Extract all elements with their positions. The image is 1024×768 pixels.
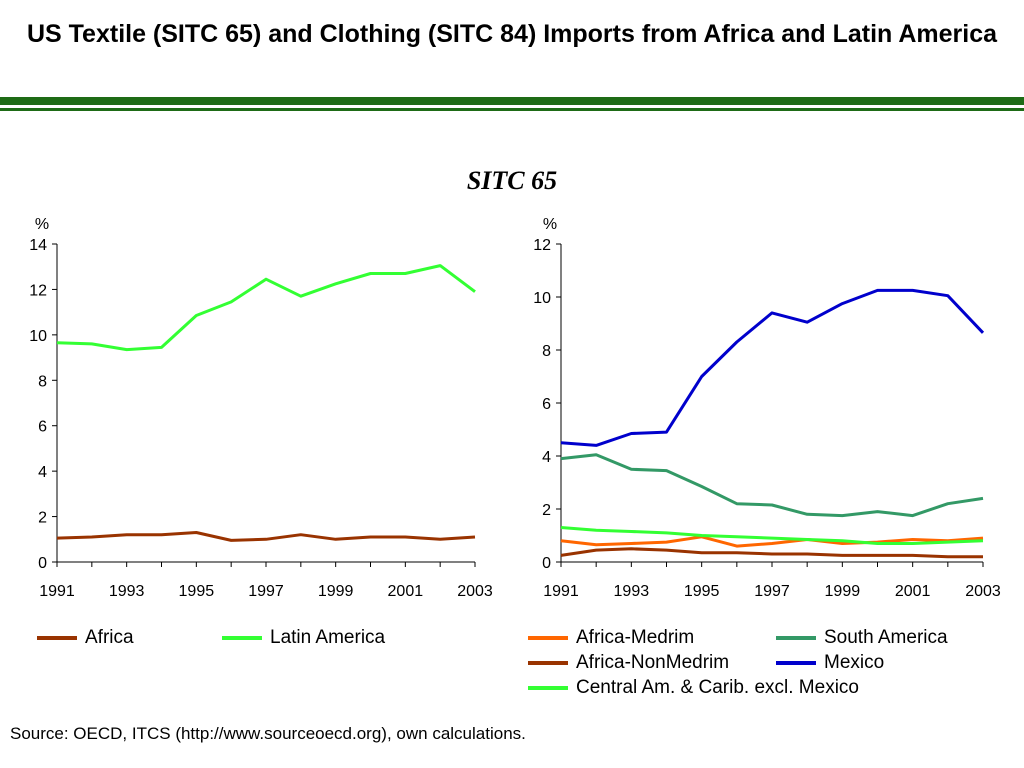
- legend-swatch: [528, 636, 568, 640]
- legend-label: Central Am. & Carib. excl. Mexico: [576, 677, 859, 698]
- x-tick-label: 2003: [965, 583, 1001, 600]
- x-tick-label: 2001: [895, 583, 931, 600]
- series-line-africa-nonmedrim: [560, 547, 983, 559]
- legend-swatch: [776, 661, 816, 665]
- y-axis-label: %: [35, 216, 49, 233]
- y-tick-label: 10: [29, 328, 47, 345]
- y-tick-label: 12: [29, 282, 47, 299]
- x-tick-label: 1993: [614, 583, 650, 600]
- x-tick-label: 1999: [318, 583, 354, 600]
- legend-swatch: [528, 661, 568, 665]
- legend-label: South America: [824, 627, 948, 648]
- x-tick-label: 2003: [457, 583, 493, 600]
- legend-label: Africa-Medrim: [576, 627, 695, 648]
- series-line-central-am-carib-excl-mexico: [560, 526, 984, 545]
- y-tick-label: 4: [542, 449, 551, 466]
- series-line-africa: [56, 531, 476, 542]
- chart-subtitle: SITC 65: [466, 166, 558, 195]
- legend-label: Africa: [85, 627, 134, 648]
- legend-label: Africa-NonMedrim: [576, 652, 730, 673]
- legend-swatch: [528, 686, 568, 690]
- x-tick-label: 1991: [543, 583, 579, 600]
- y-tick-label: 8: [542, 343, 551, 360]
- x-tick-label: 1995: [684, 583, 720, 600]
- y-tick-label: 4: [38, 464, 47, 481]
- x-tick-label: 1997: [754, 583, 790, 600]
- x-tick-label: 1997: [248, 583, 284, 600]
- y-tick-label: 0: [38, 555, 47, 572]
- series-line-latin-america: [56, 264, 476, 352]
- x-tick-label: 2001: [388, 583, 424, 600]
- y-tick-label: 12: [533, 237, 551, 254]
- legend-label: Latin America: [270, 627, 386, 648]
- y-tick-label: 0: [542, 555, 551, 572]
- title-divider-thin: [0, 108, 1024, 111]
- legend-swatch: [222, 636, 262, 640]
- x-tick-label: 1999: [825, 583, 861, 600]
- series-line-africa-medrim: [560, 535, 984, 548]
- chart-2: 0 2 4 6 8 10 12 1991 1993 1995 1997 1999 2001 2003%: [533, 216, 1001, 600]
- x-tick-label: 1993: [109, 583, 145, 600]
- slide-title: US Textile (SITC 65) and Clothing (SITC …: [26, 20, 998, 48]
- y-axis-label: %: [543, 216, 557, 233]
- legend-swatch: [776, 636, 816, 640]
- y-tick-label: 6: [542, 396, 551, 413]
- legend-label: Mexico: [824, 652, 885, 673]
- chart-1: 0 2 4 6 8 10 12 14 1991 1993 1995 1997 1999 2001 2003%: [29, 216, 493, 600]
- y-tick-label: 2: [542, 502, 551, 519]
- y-tick-label: 10: [533, 290, 551, 307]
- source-note: Source: OECD, ITCS (http://www.sourceoec…: [10, 724, 526, 743]
- series-line-mexico: [560, 288, 985, 447]
- title-divider-thick: [0, 97, 1024, 105]
- y-tick-label: 6: [38, 419, 47, 436]
- y-tick-label: 2: [38, 510, 47, 527]
- x-tick-label: 1995: [179, 583, 215, 600]
- y-tick-label: 8: [38, 373, 47, 390]
- legend-swatch: [37, 636, 77, 640]
- series-line-south-america: [560, 453, 984, 518]
- y-tick-label: 14: [29, 237, 47, 254]
- x-tick-label: 1991: [39, 583, 75, 600]
